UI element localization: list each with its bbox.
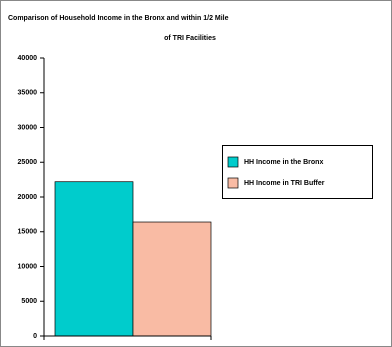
y-tick-label: 10000 xyxy=(18,263,38,270)
legend-swatch xyxy=(227,177,239,189)
legend-frame xyxy=(222,145,373,199)
y-tick-label: 30000 xyxy=(18,124,38,131)
bar xyxy=(54,181,134,337)
y-tick-label: 15000 xyxy=(18,229,38,236)
y-tick-label: 5000 xyxy=(21,298,37,305)
legend-swatch xyxy=(227,156,239,168)
y-tick-label: 35000 xyxy=(18,90,38,97)
chart-subtitle: of TRI Facilities xyxy=(164,35,216,42)
legend-label: HH Income in the Bronx xyxy=(244,159,323,166)
y-tick-label: 40000 xyxy=(18,55,38,62)
legend-label: HH Income in TRI Buffer xyxy=(244,180,325,187)
bar xyxy=(132,221,212,337)
chart-title: Comparison of Household Income in the Br… xyxy=(8,15,229,22)
y-tick-label: 20000 xyxy=(18,194,38,201)
y-tick-label: 0 xyxy=(33,333,37,340)
y-tick-label: 25000 xyxy=(18,159,38,166)
